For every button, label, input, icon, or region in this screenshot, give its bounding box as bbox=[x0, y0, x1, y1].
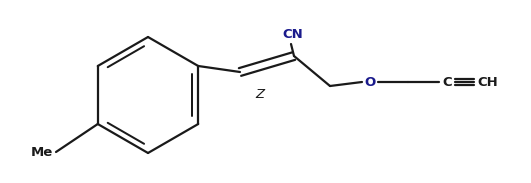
Text: Me: Me bbox=[31, 145, 53, 158]
Text: C: C bbox=[442, 76, 452, 89]
Text: O: O bbox=[364, 76, 375, 89]
Text: CH: CH bbox=[477, 76, 499, 89]
Text: Z: Z bbox=[255, 89, 264, 102]
Text: CN: CN bbox=[282, 27, 303, 40]
